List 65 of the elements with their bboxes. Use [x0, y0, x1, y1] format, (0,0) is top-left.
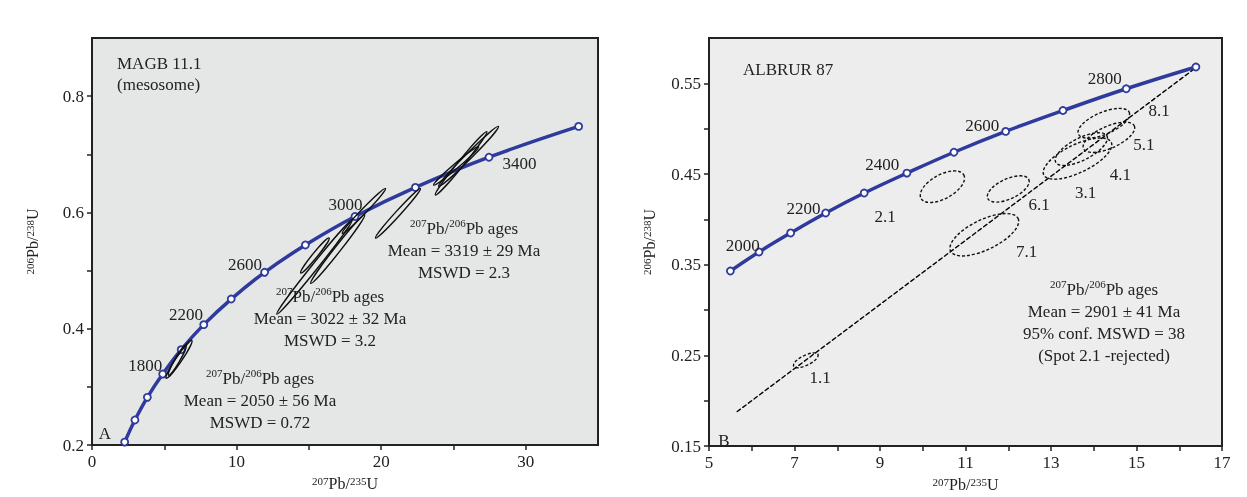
y-axis-title: 206Pb/238U [23, 208, 41, 275]
y-tick-label: 0.55 [671, 73, 701, 93]
annotation: 2400 [865, 155, 900, 175]
y-tick-label: 0.25 [671, 345, 701, 365]
point [574, 121, 584, 131]
x-tick-label: 13 [1042, 453, 1060, 472]
y-tick-label: 0.4 [62, 319, 85, 339]
y-tick-label: 0.35 [671, 255, 701, 275]
text: MAGB 11.1 [117, 54, 202, 73]
point [226, 294, 236, 304]
point [821, 208, 831, 218]
point [484, 152, 494, 162]
annotation: 2200 [169, 305, 204, 325]
y-tick-label: 0.2 [62, 435, 84, 455]
y-axis-title: 206Pb/238U [640, 208, 658, 275]
point [1001, 126, 1011, 136]
point [902, 168, 912, 178]
annotation: 7.1 [1016, 241, 1038, 261]
annotation: 2600 [965, 116, 1000, 136]
x-tick-label: 10 [228, 452, 246, 471]
x-tick-label: 30 [517, 452, 535, 471]
point [411, 183, 420, 192]
x-tick-label: 0 [87, 452, 97, 471]
annotation: 2800 [1087, 69, 1122, 89]
x-tick-label: 5 [704, 453, 714, 472]
x-tick-label: 11 [957, 453, 974, 472]
y-tick-label: 0.6 [62, 202, 84, 222]
point [199, 320, 209, 330]
annotation: 3.1 [1075, 182, 1097, 202]
point [120, 437, 130, 447]
annotation: 1800 [128, 356, 163, 376]
point [130, 415, 140, 425]
point [725, 266, 735, 276]
text: ALBRUR 87 [743, 60, 834, 79]
x-tick-label: 17 [1213, 453, 1231, 472]
x-tick-label: 15 [1128, 453, 1145, 472]
annotation: 2600 [227, 254, 262, 274]
annotation: 2200 [786, 198, 821, 218]
point [859, 188, 869, 198]
annotation: 8.1 [1148, 101, 1170, 121]
annotation: 4.1 [1109, 165, 1131, 185]
point [142, 392, 152, 402]
x-tick-label: 20 [372, 452, 390, 471]
y-tick-label: 0.45 [671, 164, 701, 184]
annotation: 6.1 [1028, 195, 1050, 215]
point [260, 267, 270, 277]
y-tick-label: 0.8 [62, 86, 84, 106]
annotation: 3400 [502, 153, 537, 173]
annotation: 3000 [328, 194, 363, 214]
annotation: 2000 [725, 236, 760, 256]
point [300, 240, 310, 250]
point [158, 369, 168, 379]
point [1191, 62, 1201, 72]
point [1058, 106, 1068, 115]
annotation: A [98, 423, 112, 443]
annotation: 2.1 [874, 207, 896, 227]
point [786, 228, 796, 238]
point [949, 147, 959, 157]
annotation: 1.1 [809, 367, 831, 387]
x-tick-label: 7 [790, 453, 800, 472]
annotation: 5.1 [1133, 135, 1155, 155]
x-tick-label: 9 [875, 453, 885, 472]
point [1121, 84, 1131, 94]
y-tick-label: 0.15 [671, 436, 701, 456]
text: (mesosome) [117, 75, 201, 94]
